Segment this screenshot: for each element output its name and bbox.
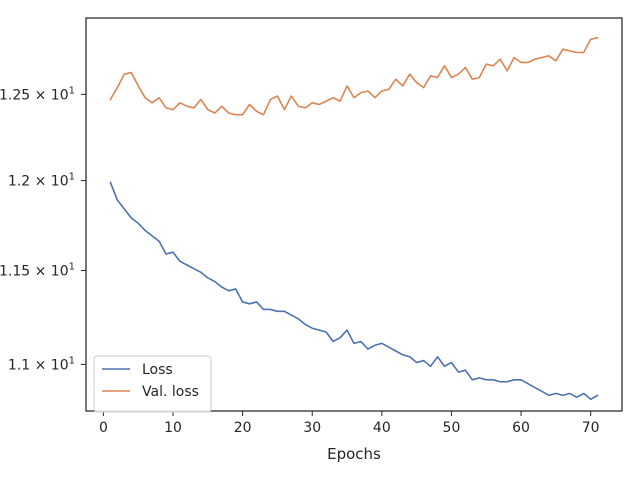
y-tick-label: 1.1 × 101: [8, 355, 75, 373]
x-tick-label: 0: [99, 420, 108, 436]
x-tick-label: 10: [164, 420, 182, 436]
legend-label: Val. loss: [142, 384, 199, 400]
legend-label: Loss: [142, 362, 173, 378]
x-tick-label: 40: [373, 420, 391, 436]
x-tick-label: 60: [512, 420, 530, 436]
x-tick-label: 20: [234, 420, 252, 436]
plot-frame: [85, 17, 623, 412]
x-axis-label: Epochs: [327, 445, 381, 463]
legend-box: [93, 355, 212, 413]
y-tick-label: 1.25 × 101: [0, 85, 75, 103]
x-tick-label: 70: [582, 420, 600, 436]
x-tick-label: 50: [443, 420, 461, 436]
y-tick-label: 1.2 × 101: [8, 172, 75, 190]
legend: Loss Val. loss: [93, 355, 212, 413]
y-tick-label: 1.15 × 101: [0, 261, 75, 279]
series-line-val-loss: [109, 36, 599, 116]
x-tick-label: 30: [303, 420, 321, 436]
axis-ticks: 0 10 20 30 40 50 60 70 1.1 × 101 1.15 × 101 1.2 × …: [0, 85, 600, 436]
series-lines: [109, 36, 599, 401]
series-line-loss: [109, 181, 599, 401]
